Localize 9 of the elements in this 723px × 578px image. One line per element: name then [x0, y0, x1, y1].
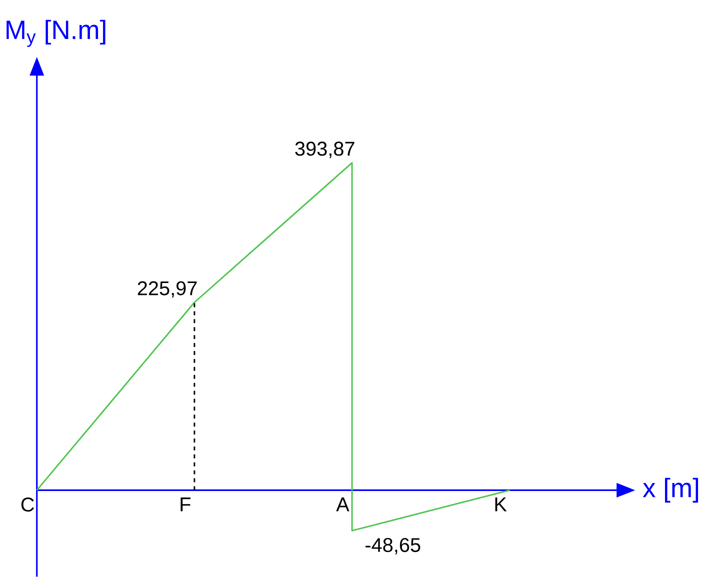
x-tick-label: C — [21, 498, 34, 512]
x-tick-label: F — [180, 498, 190, 512]
data-label: 225,97 — [138, 281, 197, 298]
data-label: 393,87 — [295, 142, 354, 158]
x-tick-label: A — [336, 498, 350, 512]
data-label: -48,65 — [366, 538, 420, 555]
x-tick-label: K — [495, 498, 507, 512]
x-axis-title: x [m] — [642, 478, 698, 503]
y-axis-title: M$_{y}$ [N.m] — [6, 20, 106, 48]
